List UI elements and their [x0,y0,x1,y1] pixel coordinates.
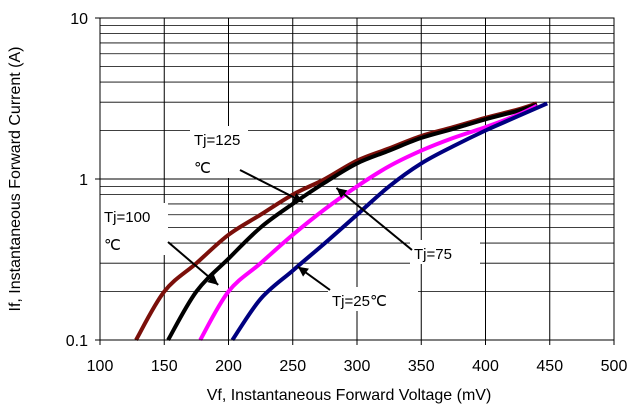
x-tick-label: 250 [279,358,306,375]
annotation-box [190,126,248,178]
annotation-arrow [239,169,304,203]
series-line-1 [166,102,538,342]
x-tick-label: 150 [151,358,178,375]
x-tick-label: 300 [344,358,371,375]
annotation-label: Tj=25℃ [332,293,387,310]
x-tick-label: 400 [472,358,499,375]
x-tick-label: 450 [536,358,563,375]
x-tick-label: 200 [215,358,242,375]
y-tick-labels: 0.1 1 10 [66,11,100,350]
y-tick-label: 0.1 [66,333,88,350]
annotation-label: Tj=100 [104,209,150,226]
x-tick-label: 350 [408,358,435,375]
series-line-2 [198,103,538,342]
x-tick-label: 100 [87,358,114,375]
x-axis-title: Vf, Instantaneous Forward Voltage (mV) [207,387,492,404]
x-tick-labels: 100 150 200 250 300 350 400 450 500 [87,340,628,375]
annotation-label: ℃ [104,237,121,254]
annotations: Tj=125 ℃ Tj=100 ℃ Tj=75 Tj=25℃ [100,126,480,311]
annotation-arrowhead [207,274,219,285]
annotation-arrow [167,241,219,286]
annotation-arrowhead [336,187,348,199]
annotation-arrow [335,187,413,251]
x-tick-label: 500 [601,358,628,375]
annotation-label: Tj=125 [194,132,240,149]
annotation-box [328,287,418,311]
annotation-arrowhead [291,192,304,202]
annotation-box [410,240,480,264]
annotation-box [100,203,168,255]
annotation-arrowhead [297,266,309,277]
y-tick-label: 1 [79,172,88,189]
series-line-3 [230,101,548,342]
annotation-label: Tj=75 [414,246,452,263]
y-tick-label: 10 [70,11,88,28]
series-curves [134,101,548,342]
annotation-label: ℃ [194,160,211,177]
y-axis-title: If, Instantaneous Forward Current (A) [7,47,24,312]
